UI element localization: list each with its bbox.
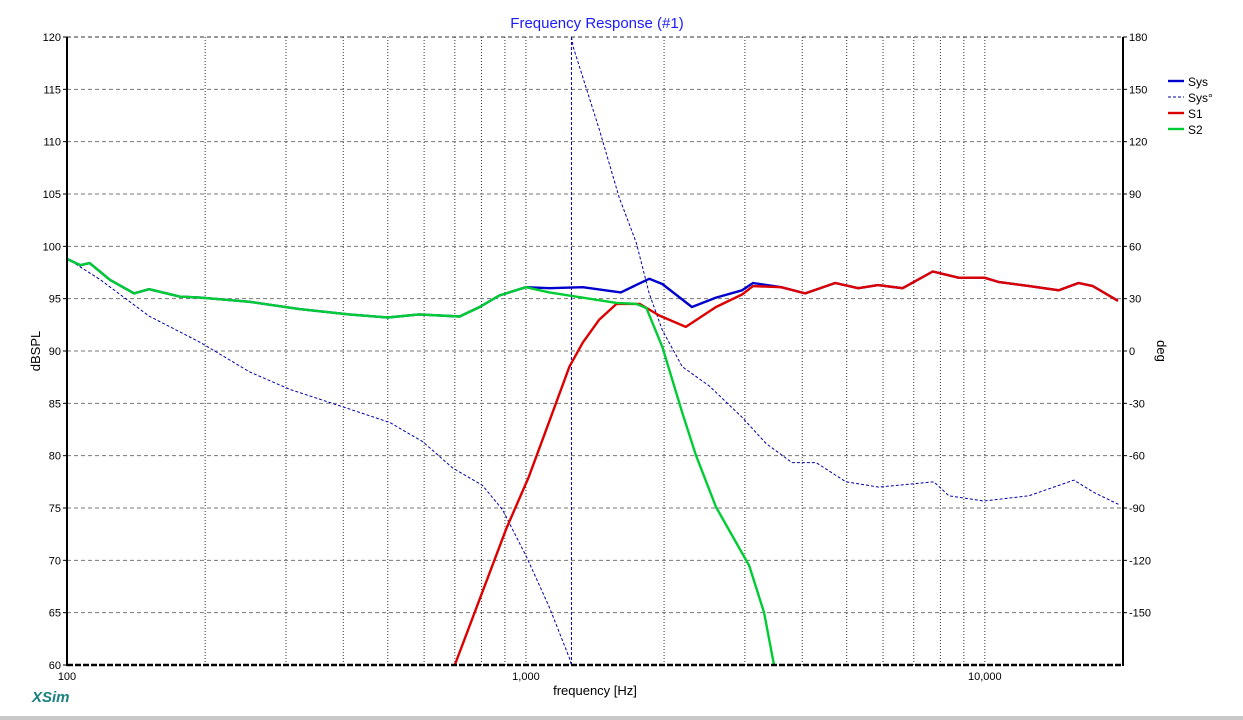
x-tick-label: 1,000 xyxy=(512,671,540,683)
y-axis-label: dBSPL xyxy=(28,331,43,371)
y2-tick-label: -120 xyxy=(1129,555,1151,567)
y-tick-label: 80 xyxy=(49,451,61,463)
y-tick-label: 70 xyxy=(49,555,61,567)
y-tick-label: 120 xyxy=(43,32,61,44)
x-axis-label: frequency [Hz] xyxy=(553,683,637,698)
y2-tick-label: -90 xyxy=(1129,503,1145,515)
y-tick-label: 65 xyxy=(49,608,61,620)
xsim-logo: XSim xyxy=(31,689,70,706)
y2-tick-label: 30 xyxy=(1129,294,1141,306)
y2-tick-label: 120 xyxy=(1129,137,1147,149)
y-tick-label: 115 xyxy=(43,84,61,96)
series-line-s1 xyxy=(453,270,1119,666)
series-line-sys-phase xyxy=(66,258,572,666)
axes: 60 65 70 75 80 85 90 95 100 105 110 115 120 -150 -120 -… xyxy=(43,32,1151,683)
y2-tick-label: 180 xyxy=(1129,32,1147,44)
grid xyxy=(67,36,1124,665)
y2-tick-label: -150 xyxy=(1129,608,1151,620)
y-tick-label: 110 xyxy=(43,137,61,149)
y2-tick-label: 150 xyxy=(1129,84,1147,96)
y2-axis-label: deg xyxy=(1154,340,1169,362)
y-tick-label: 90 xyxy=(49,346,61,358)
y2-tick-label: 90 xyxy=(1129,189,1141,201)
y2-tick-label: 0 xyxy=(1129,346,1135,358)
legend: Sys Sys° S1 S2 xyxy=(1168,75,1213,137)
legend-label: S1 xyxy=(1188,107,1203,121)
series-layer xyxy=(66,36,1120,666)
series-line-sys xyxy=(66,257,1119,319)
legend-label: Sys° xyxy=(1188,91,1213,105)
y-tick-label: 100 xyxy=(43,241,61,253)
x-tick-label: 100 xyxy=(58,671,76,683)
y-tick-label: 95 xyxy=(49,294,61,306)
chart-title: Frequency Response (#1) xyxy=(510,15,683,32)
y-tick-label: 75 xyxy=(49,503,61,515)
y-tick-label: 105 xyxy=(43,189,61,201)
y2-tick-label: -60 xyxy=(1129,451,1145,463)
legend-label: S2 xyxy=(1188,123,1203,137)
series-line-sys-phase xyxy=(570,36,1120,505)
y-tick-label: 85 xyxy=(49,398,61,410)
bottom-border xyxy=(0,716,1243,720)
y2-tick-label: 60 xyxy=(1129,241,1141,253)
y-tick-label: 60 xyxy=(49,660,61,672)
legend-label: Sys xyxy=(1188,75,1208,89)
y2-tick-label: -30 xyxy=(1129,398,1145,410)
x-tick-label: 10,000 xyxy=(968,671,1002,683)
series-line-s2 xyxy=(66,257,776,666)
